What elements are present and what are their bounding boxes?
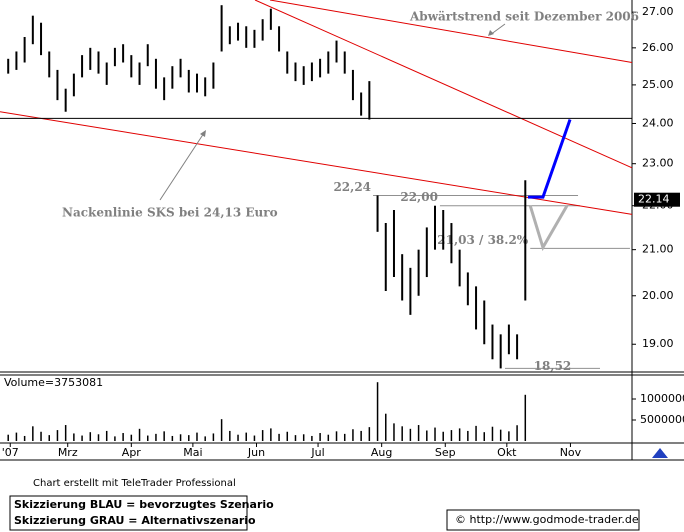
y-tick-label: 25.00 [642, 78, 674, 91]
plot: 19.0020.0021.0022.0023.0024.0025.0026.00… [0, 0, 684, 459]
annotation: Nackenlinie SKS bei 24,13 Euro [62, 206, 278, 220]
arrow [159, 132, 205, 201]
x-tick-label: Okt [497, 446, 517, 459]
y-tick-label: 24.00 [642, 116, 674, 129]
level-label: 22,00 [400, 190, 438, 204]
volume-label: Volume=3753081 [4, 376, 103, 389]
source-box [446, 509, 640, 531]
source: © http://www.godmode-trader.de [455, 513, 639, 526]
trend-line [0, 111, 633, 215]
arrowhead [200, 130, 206, 137]
y-tick-label: 26.00 [642, 41, 674, 54]
x-tick-label: Mrz [58, 446, 78, 459]
x-tick-label: '07 [2, 446, 19, 459]
trend-line [528, 204, 569, 252]
last-price: 22.14 [638, 193, 670, 206]
legend-text: Skizzierung BLAU = bevorzugtes Szenario [14, 498, 274, 511]
arrowhead [488, 30, 494, 36]
level-label: 21,03 / 38.2% [437, 233, 529, 247]
y-tick-label: 19.00 [642, 337, 674, 350]
trend-line [269, 0, 633, 63]
y-tick-label: 27.00 [642, 5, 674, 18]
x-tick-label: Nov [560, 446, 582, 459]
y-tick-label: 5000000 [640, 413, 684, 426]
x-tick-label: Apr [122, 446, 142, 459]
x-tick-label: Jun [247, 446, 265, 459]
logo [652, 448, 668, 458]
legend-box [9, 495, 248, 531]
credit: Chart erstellt mit TeleTrader Profession… [33, 478, 236, 489]
y-tick-label: 23.00 [642, 157, 674, 170]
x-tick-label: Sep [435, 446, 456, 459]
x-tick-label: Aug [371, 446, 392, 459]
trend-line [527, 119, 572, 199]
x-tick-label: Mai [183, 446, 202, 459]
y-tick-label: 20.00 [642, 289, 674, 302]
last-price-box [634, 192, 680, 207]
trend-line [254, 0, 633, 169]
level-label: 18,52 [534, 359, 572, 373]
legend-text: Skizzierung GRAU = Alternativszenario [14, 514, 256, 527]
y-tick-label: 21.00 [642, 243, 674, 256]
y-tick-label: 10000000 [640, 392, 684, 405]
x-tick-label: Jul [310, 446, 324, 459]
level-label: 22,24 [333, 180, 371, 194]
annotation: Abwärtstrend seit Dezember 2006 [409, 10, 639, 24]
